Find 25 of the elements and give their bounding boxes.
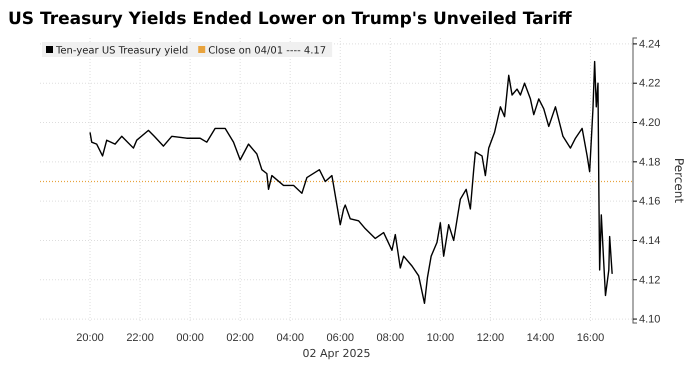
x-tick-label: 22:00 [126,332,154,344]
chart-title: US Treasury Yields Ended Lower on Trump's Unveiled Tariff [8,9,572,29]
x-tick-label: 10:00 [426,332,454,344]
legend-label: Close on 04/01 ---- 4.17 [208,46,326,56]
y-tick-label: 4.10 [639,314,660,326]
y-tick-label: 4.14 [639,234,660,247]
x-tick-label: 02:00 [226,332,254,344]
y-tick-label: 4.18 [639,156,660,168]
y-tick-label: 4.12 [639,274,660,286]
y-tick-label: 4.24 [639,38,660,50]
y-axis-title: Percent [672,158,686,204]
x-tick-label: 00:00 [176,332,204,344]
x-tick-label: 12:00 [476,332,504,344]
y-tick-label: 4.22 [639,78,660,90]
y-tick-label: 4.16 [639,196,660,208]
x-tick-label: 14:00 [526,332,554,344]
x-tick-label: 20:00 [76,332,104,344]
x-tick-label: 04:00 [276,332,304,344]
y-tick-label: 4.20 [639,117,660,130]
x-tick-label: 08:00 [376,332,404,344]
x-axis-title: 02 Apr 2025 [302,347,371,360]
line-series [89,60,613,304]
x-tick-label: 06:00 [326,332,354,344]
x-tick-label: 16:00 [576,332,604,344]
legend-label: Ten-year US Treasury yield [55,46,188,56]
